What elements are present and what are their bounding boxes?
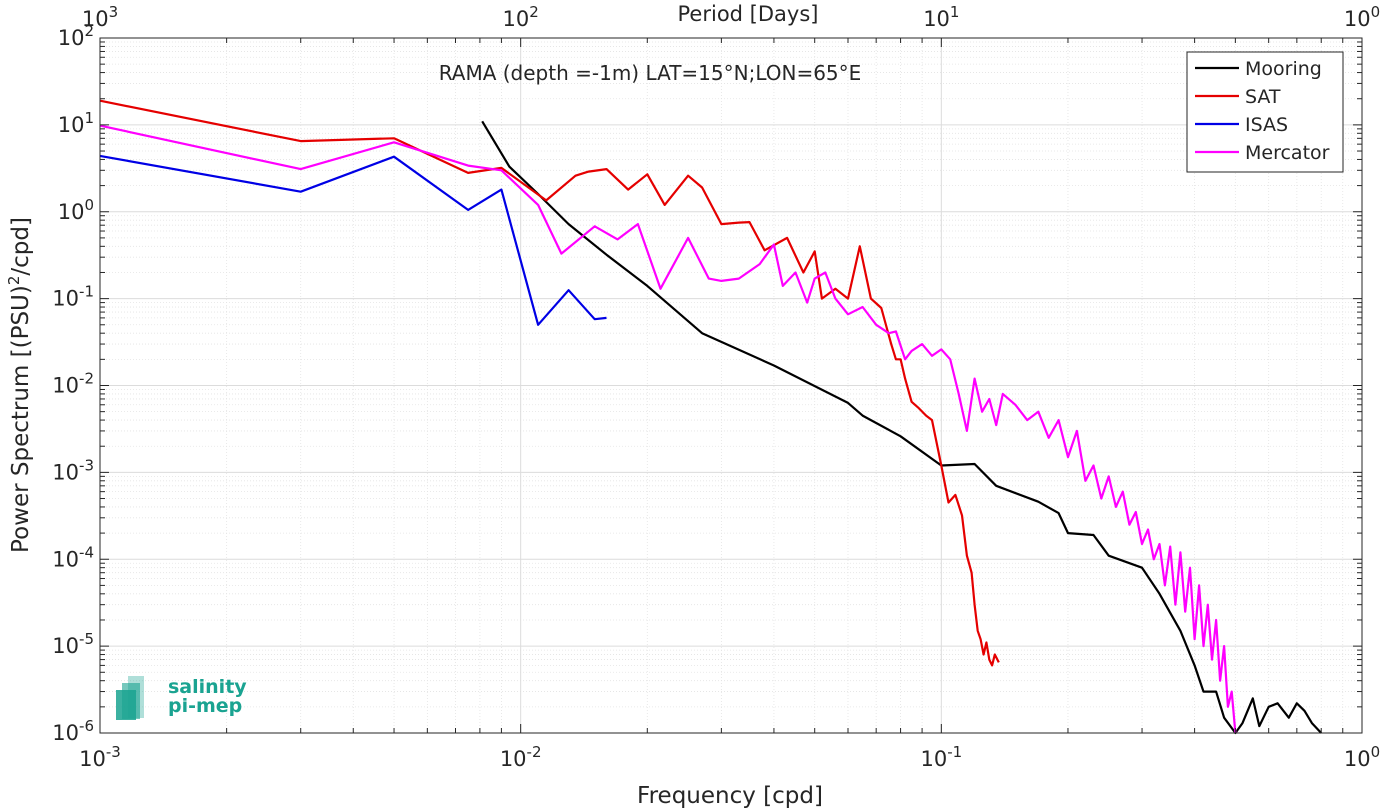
y-tick-label: 100 bbox=[58, 196, 94, 224]
y-axis-label: Power Spectrum [(PSU)2/cpd] bbox=[5, 217, 34, 553]
x-axis-label: Frequency [cpd] bbox=[637, 783, 823, 809]
legend-label: SAT bbox=[1245, 86, 1281, 108]
legend: Mooring SAT ISAS Mercator bbox=[1186, 51, 1344, 173]
legend-item-mooring: Mooring bbox=[1195, 58, 1322, 80]
logo-stack-front bbox=[116, 690, 136, 720]
x-tick-label: 10-1 bbox=[920, 743, 962, 771]
x-tick-label: 100 bbox=[1344, 743, 1380, 771]
logo-text-pi-mep: pi-mep bbox=[168, 695, 242, 717]
y-tick-label: 10-3 bbox=[52, 456, 94, 484]
salinity-pi-mep-logo: salinity pi-mep bbox=[116, 676, 247, 720]
y-tick-label: 102 bbox=[58, 22, 94, 50]
period-tick-label: 102 bbox=[503, 3, 539, 31]
logo-text-salinity: salinity bbox=[168, 676, 247, 698]
y-tick-label: 10-5 bbox=[52, 630, 94, 658]
legend-label: Mooring bbox=[1245, 58, 1322, 80]
y-tick-label: 10-6 bbox=[52, 717, 94, 745]
x-tick-label: 10-2 bbox=[500, 743, 542, 771]
legend-label: ISAS bbox=[1245, 114, 1288, 136]
y-tick-label: 10-4 bbox=[52, 543, 94, 571]
legend-item-mercator: Mercator bbox=[1195, 142, 1330, 164]
y-axis-label-main: Power Spectrum [(PSU) bbox=[8, 285, 34, 553]
y-tick-label: 101 bbox=[58, 109, 94, 137]
y-axis-label-tail: /cpd] bbox=[8, 217, 34, 276]
legend-item-sat: SAT bbox=[1195, 86, 1281, 108]
series-line-sat bbox=[99, 99, 1000, 667]
x-tick-label: 10-3 bbox=[79, 743, 121, 771]
series-line-mercator bbox=[99, 124, 1237, 734]
legend-item-isas: ISAS bbox=[1195, 114, 1288, 136]
chart-title: RAMA (depth =-1m) LAT=15°N;LON=65°E bbox=[439, 61, 862, 85]
period-tick-label: 100 bbox=[1344, 3, 1380, 31]
period-axis-label: Period [Days] bbox=[678, 2, 819, 26]
series-layer bbox=[99, 99, 1323, 735]
series-line-mooring bbox=[481, 120, 1323, 735]
legend-label: Mercator bbox=[1245, 142, 1330, 164]
series-line-isas bbox=[99, 154, 607, 326]
period-tick-label: 103 bbox=[82, 3, 118, 31]
y-tick-label: 10-1 bbox=[52, 283, 94, 311]
y-tick-label: 10-2 bbox=[52, 370, 94, 398]
y-axis-label-sup: 2 bbox=[5, 276, 23, 286]
period-tick-label: 101 bbox=[923, 3, 959, 31]
